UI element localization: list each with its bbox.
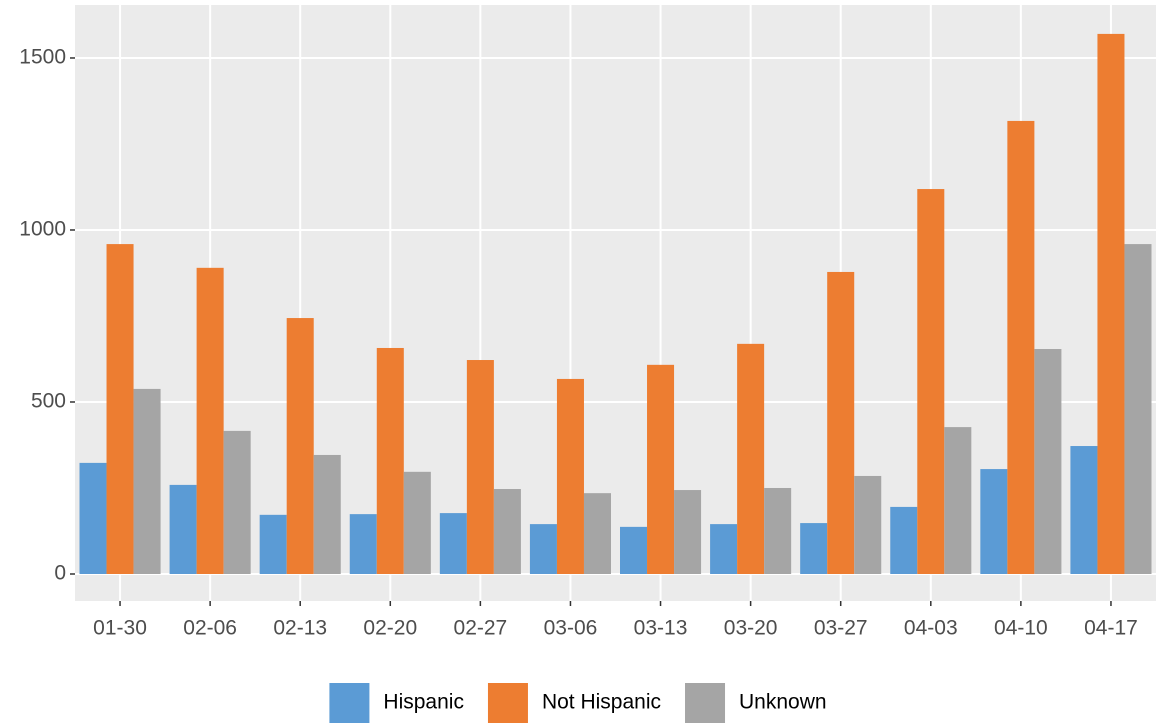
bar (710, 524, 738, 574)
x-tick-label: 04-03 (904, 617, 958, 640)
bar (917, 189, 945, 574)
bar (1124, 244, 1152, 574)
bar (529, 524, 557, 574)
bar (1097, 33, 1125, 574)
bar (800, 523, 828, 574)
x-tick-label: 03-20 (724, 617, 778, 640)
bar (493, 489, 521, 574)
x-tick-label: 01-30 (93, 617, 147, 640)
y-tick-label: 1000 (19, 218, 66, 241)
bar (133, 388, 161, 574)
bar (403, 471, 431, 574)
x-tick-label: 04-17 (1084, 617, 1138, 640)
bar (1070, 446, 1098, 574)
legend-key (487, 683, 528, 723)
legend-key (685, 683, 726, 723)
x-tick-label: 03-06 (544, 617, 598, 640)
bar (196, 267, 224, 574)
bar (944, 427, 972, 574)
x-tick-label: 02-13 (273, 617, 327, 640)
legend-label: Unknown (739, 691, 827, 714)
bar (764, 487, 792, 574)
legend-key (329, 683, 370, 723)
plot-panel (75, 5, 1156, 601)
y-tick-label: 1500 (19, 46, 66, 69)
bar (466, 360, 494, 574)
x-tick-label: 02-27 (454, 617, 508, 640)
bar (556, 378, 584, 574)
bar (376, 347, 404, 574)
y-tick-label: 0 (54, 562, 66, 585)
bar (223, 430, 251, 574)
x-tick-label: 02-06 (183, 617, 237, 640)
bar (169, 484, 197, 574)
x-tick-label: 03-27 (814, 617, 868, 640)
bar (674, 490, 702, 574)
bar (1034, 349, 1062, 574)
bar (106, 244, 134, 574)
bar (854, 475, 882, 574)
bar (620, 526, 648, 574)
y-tick-label: 500 (31, 390, 66, 413)
legend-label: Not Hispanic (542, 691, 661, 714)
x-tick-label: 02-20 (363, 617, 417, 640)
bar (647, 364, 675, 574)
bar (827, 271, 855, 574)
bar (439, 513, 467, 574)
bar (737, 343, 765, 574)
legend-label: Hispanic (383, 691, 464, 714)
bar (980, 469, 1008, 574)
bar (349, 514, 377, 574)
bar (79, 462, 107, 574)
bar (286, 318, 314, 574)
bar (583, 493, 611, 574)
bar (259, 514, 287, 574)
bar (890, 506, 918, 574)
bar (1007, 120, 1035, 574)
x-tick-label: 03-13 (634, 617, 688, 640)
x-tick-label: 04-10 (994, 617, 1048, 640)
bar (313, 454, 341, 574)
